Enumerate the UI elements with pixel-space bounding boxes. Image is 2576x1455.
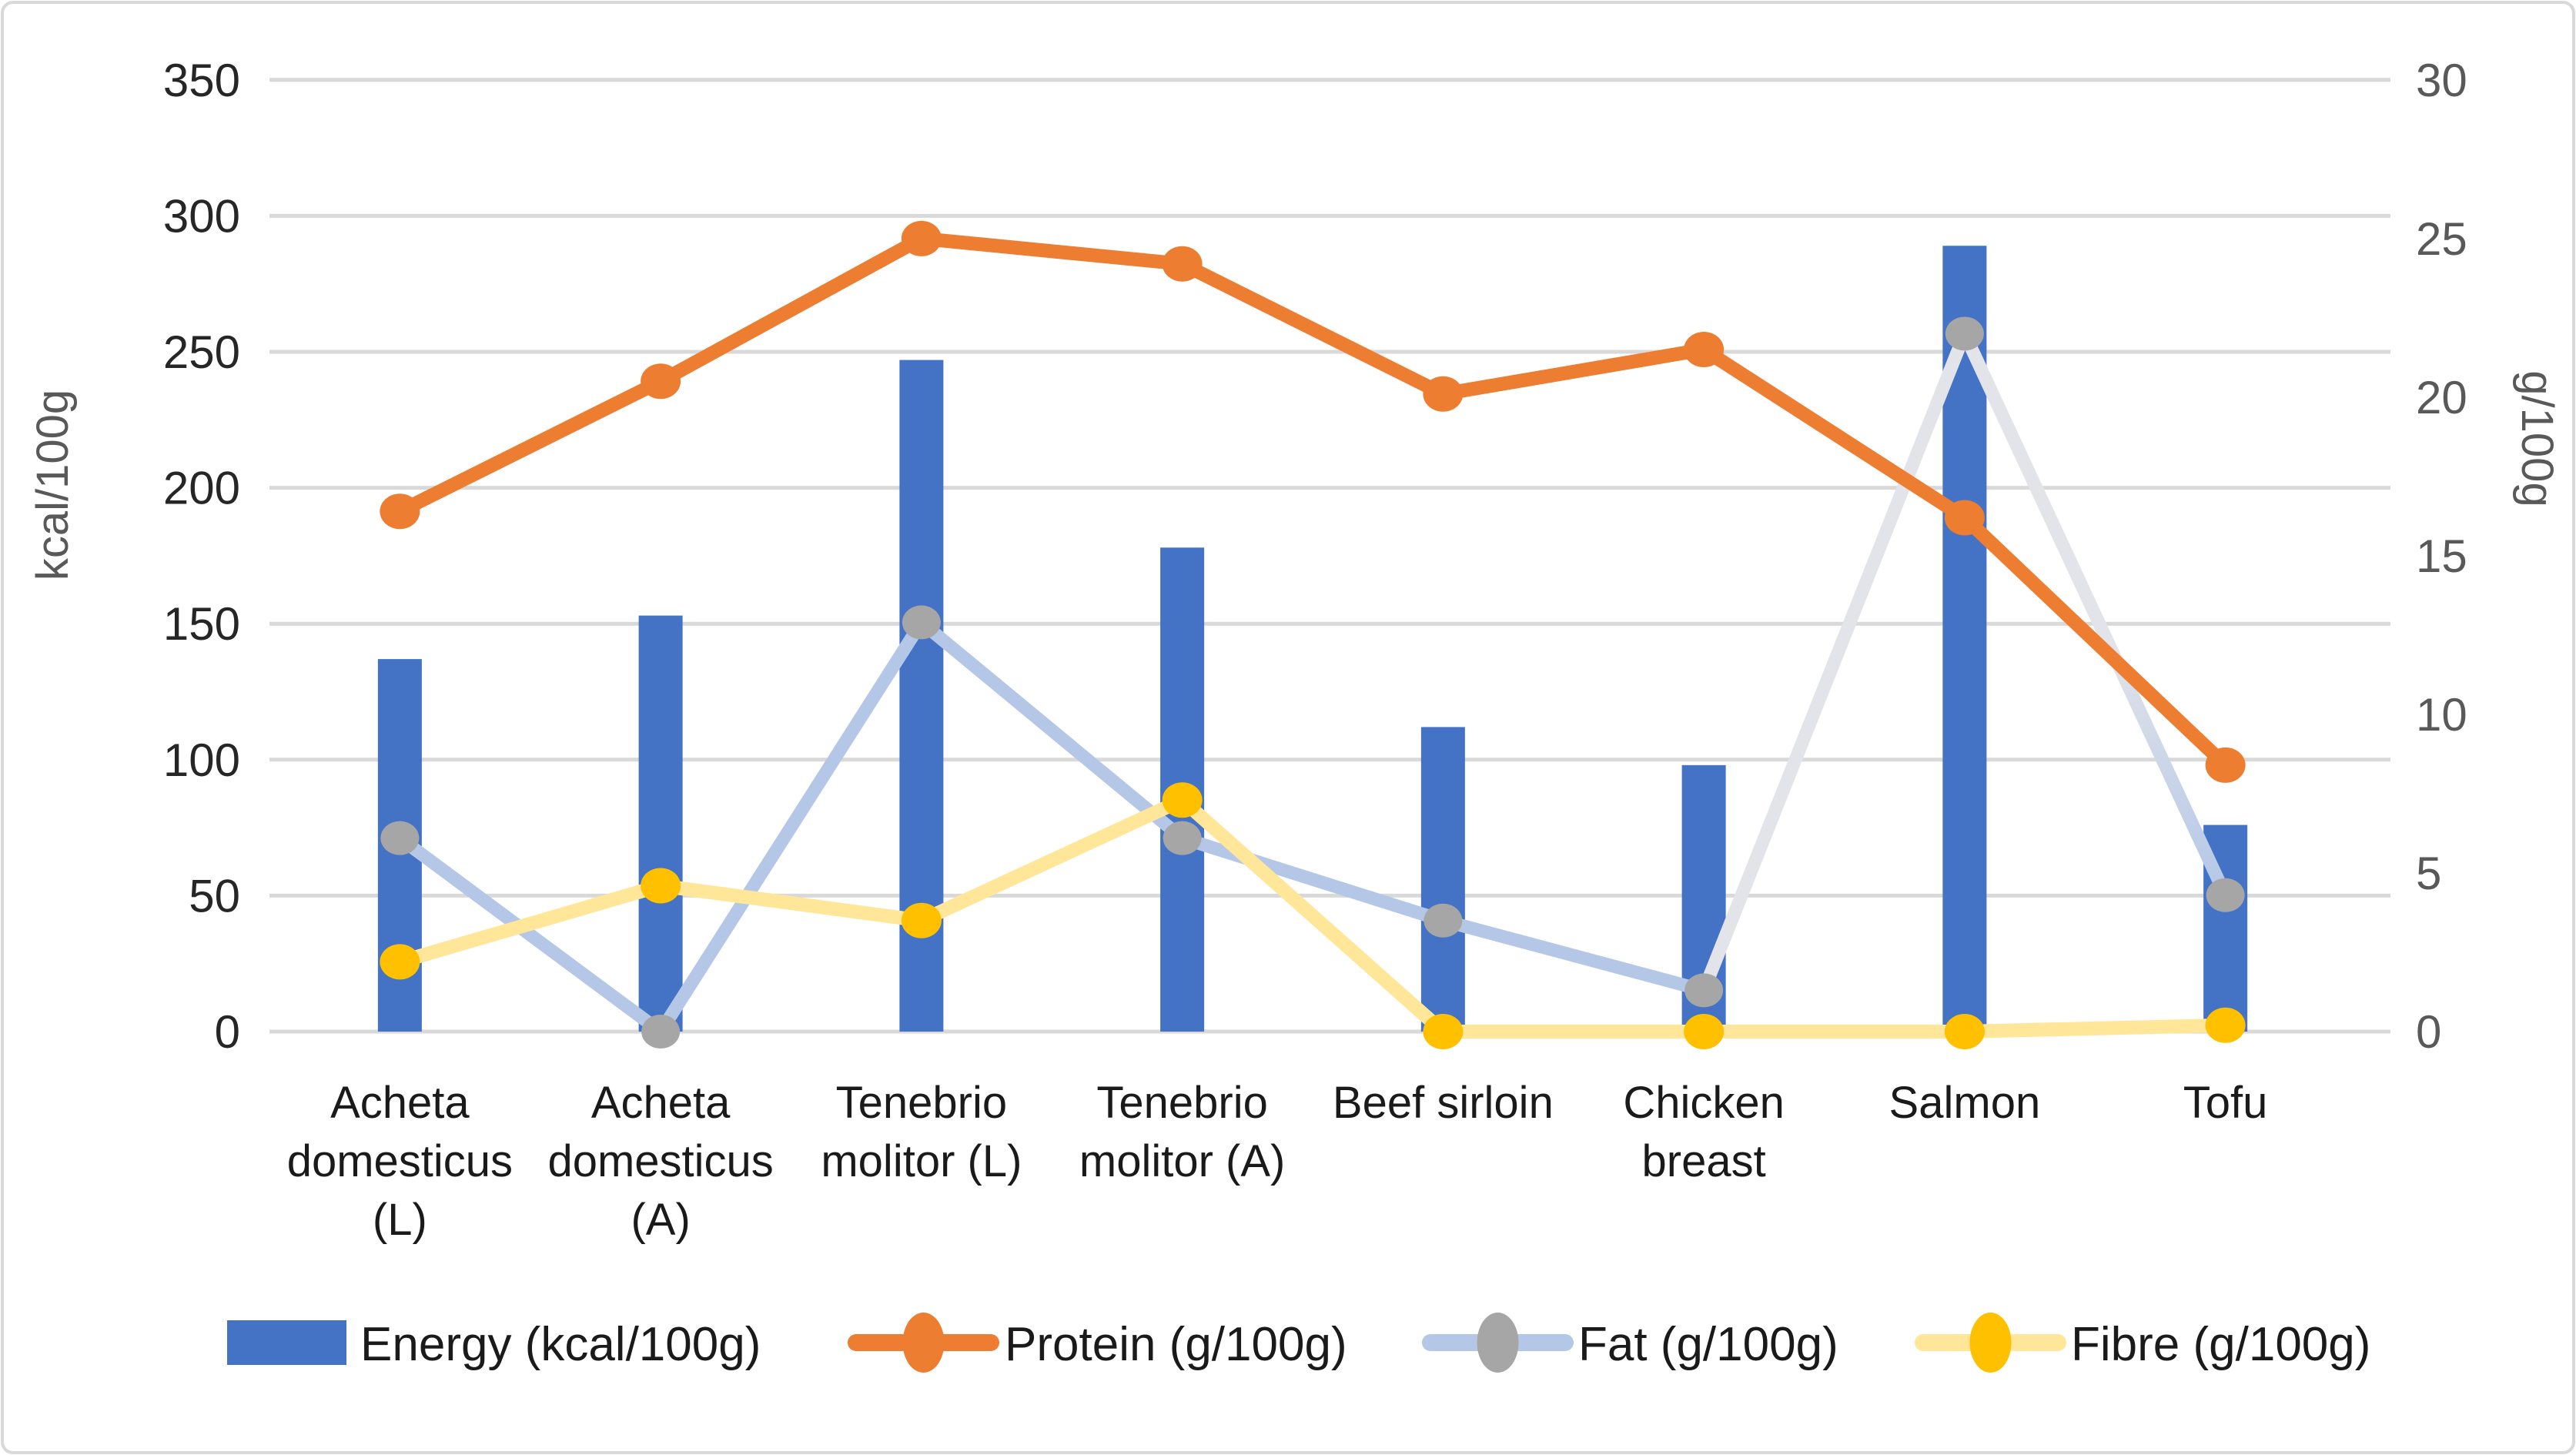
fat-marker (902, 605, 941, 640)
protein-line (393, 231, 2233, 772)
fibre-line (393, 793, 2233, 1039)
legend-item-fibre-marker (1969, 1313, 2012, 1373)
fibre-marker (901, 902, 942, 938)
right-axis-tick-label: 15 (2416, 530, 2467, 582)
fat-marker (1423, 903, 1463, 938)
protein-marker (1684, 332, 1725, 368)
protein-marker (901, 220, 942, 256)
protein-marker (1162, 246, 1203, 282)
legend-item-energy-swatch (227, 1320, 346, 1365)
fat-marker (2206, 878, 2245, 912)
category-label: Chicken (1623, 1078, 1785, 1128)
category-label: molitor (A) (1079, 1136, 1285, 1186)
left-axis-tick-label: 100 (163, 734, 240, 786)
energy-bar (638, 615, 683, 1032)
left-axis-tick-label: 150 (163, 598, 240, 650)
fat-line-segment (1176, 831, 1450, 928)
left-axis-tick-label: 50 (189, 870, 240, 922)
fat-line-segment (915, 615, 1189, 845)
fibre-marker (380, 944, 420, 980)
left-axis-tick-label: 200 (163, 463, 240, 514)
right-axis-tick-label: 10 (2416, 689, 2467, 741)
category-label: Beef sirloin (1333, 1078, 1554, 1128)
right-axis-tick-label: 30 (2416, 55, 2467, 106)
fat-marker (1945, 316, 1984, 351)
category-label: Tenebrio (836, 1078, 1007, 1128)
category-label: Tofu (2183, 1078, 2268, 1128)
left-axis-tick-label: 300 (163, 190, 240, 242)
fat-marker (641, 1015, 681, 1049)
left-axis-tick-label: 250 (163, 326, 240, 378)
right-axis-tick-label: 5 (2416, 848, 2441, 899)
category-label: (L) (373, 1195, 427, 1245)
fat-line-segment (1436, 914, 1711, 997)
legend-item-fibre-label: Fibre (g/100g) (2071, 1318, 2370, 1371)
fat-line-segment (654, 615, 928, 1039)
fibre-marker (1423, 1014, 1464, 1049)
right-axis-tick-label: 20 (2416, 372, 2467, 423)
fat-line-segment (1958, 326, 2233, 902)
fat-marker (1684, 973, 1724, 1008)
fibre-marker (1944, 1014, 1985, 1049)
category-label: domesticus (287, 1136, 513, 1186)
protein-marker (641, 363, 681, 400)
legend-item-fat-label: Fat (g/100g) (1578, 1318, 1838, 1371)
protein-marker (1423, 376, 1464, 412)
category-label: breast (1642, 1136, 1766, 1186)
right-axis-tick-label: 25 (2416, 213, 2467, 265)
category-label: (A) (631, 1195, 690, 1245)
legend-item-energy-label: Energy (kcal/100g) (360, 1318, 761, 1371)
fat-marker (1163, 821, 1202, 855)
energy-bar (1420, 727, 1465, 1032)
protein-marker (1944, 500, 1985, 536)
fibre-marker (2205, 1007, 2246, 1043)
fibre-marker (641, 868, 681, 904)
legend-item-protein-marker (902, 1313, 945, 1373)
left-axis-tick-label: 0 (215, 1006, 240, 1058)
category-label: Acheta (330, 1078, 470, 1128)
left-axis-tick-label: 350 (163, 55, 240, 106)
category-label: Tenebrio (1096, 1078, 1267, 1128)
fibre-marker (1162, 782, 1203, 818)
left-axis-title: kcal/100g (28, 390, 78, 580)
legend-item-fat-marker (1477, 1313, 1519, 1373)
right-axis-tick-label: 0 (2416, 1006, 2441, 1058)
fat-line-segment (1697, 326, 1972, 997)
category-label: Salmon (1889, 1078, 2041, 1128)
legend-item-protein-label: Protein (g/100g) (1005, 1318, 1347, 1371)
category-label: molitor (L) (821, 1136, 1022, 1186)
protein-marker (380, 493, 420, 530)
right-axis-title: g/100g (2512, 370, 2562, 507)
fat-line-segment (393, 831, 667, 1039)
fat-marker (380, 821, 420, 855)
fibre-marker (1684, 1014, 1725, 1049)
protein-marker (2205, 747, 2246, 783)
category-label: domesticus (547, 1136, 773, 1186)
category-label: Acheta (591, 1078, 731, 1128)
